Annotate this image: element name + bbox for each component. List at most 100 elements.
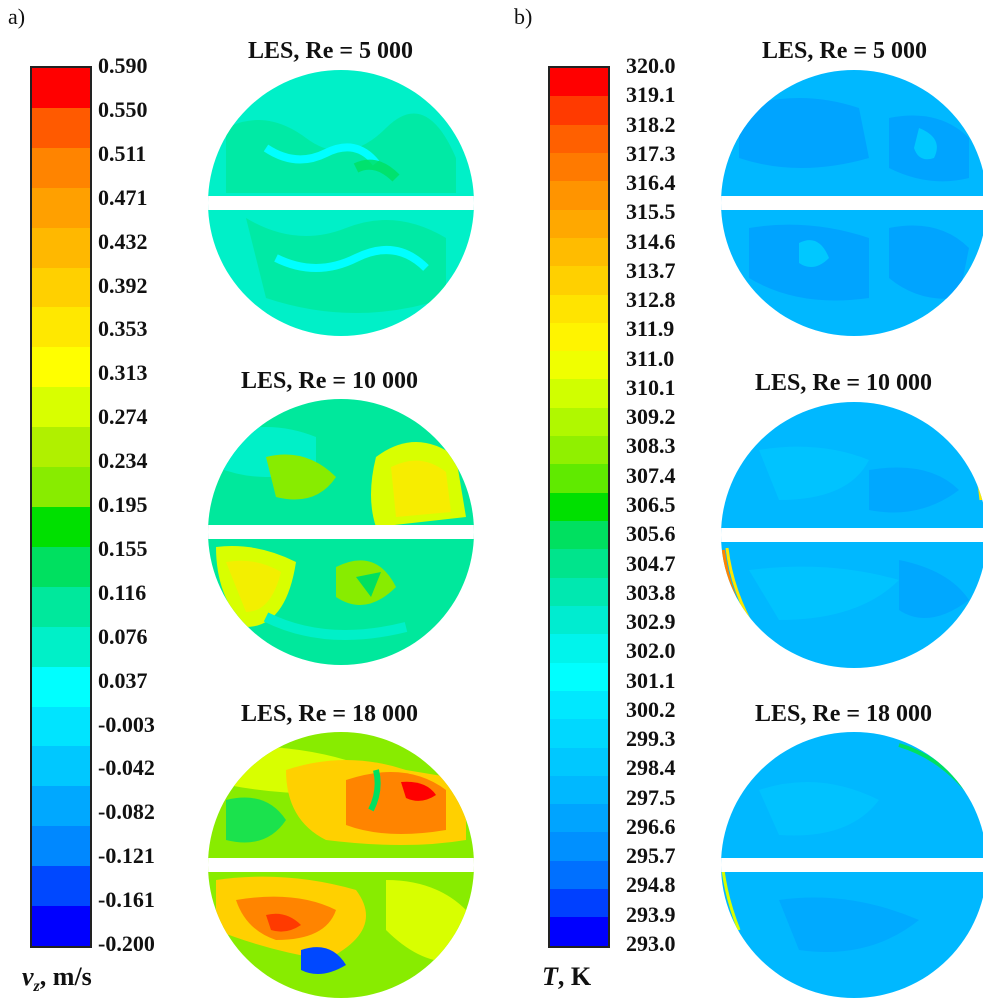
temperature-colorbar-segment <box>550 605 608 635</box>
panel-a-label: a) <box>8 4 26 29</box>
temperature-tick-label: 311.9 <box>626 316 675 342</box>
temperature-tick-label: 309.2 <box>626 404 676 430</box>
temperature-tick-label: 297.5 <box>626 784 676 810</box>
velocity-tick-label: 0.471 <box>98 184 148 210</box>
velocity-colorbar-segment <box>32 586 90 627</box>
panel-a-case-2-contour <box>208 399 474 665</box>
temperature-tick-label: 306.5 <box>626 492 676 517</box>
velocity-tick-label: 0.116 <box>98 579 147 605</box>
velocity-tick-label: 0.353 <box>98 316 148 342</box>
temperature-tick-label: 301.1 <box>626 667 676 693</box>
temperature-colorbar-segment <box>550 521 608 550</box>
velocity-colorbar-segment <box>32 68 90 108</box>
temperature-tick-label: 300.2 <box>626 696 676 722</box>
temperature-tick-label: 302.9 <box>626 609 676 635</box>
velocity-colorbar-segment <box>32 506 90 547</box>
temperature-tick-label: 298.4 <box>626 755 676 781</box>
velocity-colorbar-segment <box>32 187 90 228</box>
temperature-colorbar-label: T, K <box>542 962 591 992</box>
temperature-colorbar-segment <box>550 860 608 890</box>
temperature-tick-label: 303.8 <box>626 579 676 605</box>
temperature-colorbar-segment <box>550 68 608 97</box>
temperature-colorbar-segment <box>550 209 608 238</box>
temperature-unit: , K <box>557 962 592 991</box>
velocity-tick-label: 0.313 <box>98 360 148 386</box>
temperature-colorbar-segment <box>550 917 608 946</box>
velocity-colorbar-segment <box>32 427 90 468</box>
velocity-tick-label: 0.037 <box>98 667 148 693</box>
velocity-colorbar-segment <box>32 147 90 188</box>
panel-a-case-2-title: LES, Re = 10 000 <box>241 368 419 394</box>
temperature-tick-label: 307.4 <box>626 462 676 488</box>
velocity-tick-label: 0.195 <box>98 492 148 517</box>
temperature-colorbar-segment <box>550 690 608 720</box>
velocity-colorbar-segment <box>32 626 90 667</box>
panel-a-case-1-title: LES, Re = 5 000 <box>248 38 414 64</box>
temperature-colorbar-segment <box>550 351 608 380</box>
temperature-colorbar-segment <box>550 124 608 153</box>
temperature-colorbar-segment <box>550 407 608 437</box>
temperature-colorbar-segment <box>550 436 608 465</box>
temperature-tick-label: 305.6 <box>626 521 676 547</box>
temperature-colorbar-segment <box>550 379 608 408</box>
temperature-tick-label: 315.5 <box>626 199 676 225</box>
temperature-colorbar-segment <box>550 634 608 663</box>
velocity-tick-label: 0.274 <box>98 404 148 430</box>
velocity-colorbar-segment <box>32 387 90 428</box>
panel-b-case-1-title: LES, Re = 5 000 <box>762 38 928 64</box>
temperature-tick-label: 295.7 <box>626 843 676 869</box>
temperature-tick-label: 304.7 <box>626 550 676 576</box>
temperature-tick-label: 296.6 <box>626 813 676 839</box>
temperature-tick-label: 312.8 <box>626 287 676 313</box>
velocity-tick-label: 0.590 <box>98 53 148 78</box>
panel-b-case-3-contour <box>721 732 983 998</box>
temperature-tick-label: 317.3 <box>626 140 676 166</box>
temperature-symbol: T <box>542 962 558 991</box>
temperature-colorbar-segment <box>550 549 608 578</box>
temperature-tick-label: 319.1 <box>626 82 676 108</box>
temperature-colorbar-segment <box>550 832 608 861</box>
velocity-colorbar-segment <box>32 786 90 827</box>
temperature-tick-label: 314.6 <box>626 228 676 254</box>
velocity-subscript: z <box>33 978 40 996</box>
velocity-tick-label: 0.511 <box>98 140 147 166</box>
velocity-colorbar-segment <box>32 307 90 348</box>
temperature-colorbar-segment <box>550 747 608 776</box>
temperature-tick-label: 320.0 <box>626 53 676 78</box>
temperature-colorbar-segment <box>550 266 608 295</box>
temperature-tick-label: 310.1 <box>626 374 676 400</box>
temperature-colorbar-segment <box>550 577 608 606</box>
velocity-tick-label: -0.042 <box>98 755 155 781</box>
velocity-symbol: v <box>22 962 34 991</box>
velocity-colorbar-segment <box>32 467 90 507</box>
velocity-tick-label: -0.003 <box>98 711 155 737</box>
temperature-colorbar-segment <box>550 889 608 918</box>
temperature-colorbar-segment <box>550 775 608 805</box>
panel-a-case-3-title: LES, Re = 18 000 <box>241 701 419 727</box>
velocity-colorbar-segment <box>32 826 90 867</box>
panel-b-case-2-title: LES, Re = 10 000 <box>755 370 933 396</box>
velocity-colorbar-segment <box>32 227 90 268</box>
velocity-colorbar <box>30 66 92 948</box>
temperature-colorbar-segment <box>550 662 608 691</box>
temperature-colorbar-segment <box>550 96 608 125</box>
velocity-colorbar-segment <box>32 666 90 707</box>
velocity-colorbar-segment <box>32 866 90 907</box>
velocity-colorbar-segment <box>32 267 90 308</box>
temperature-tick-label: 308.3 <box>626 433 676 459</box>
temperature-colorbar <box>548 66 610 948</box>
temperature-colorbar-segment <box>550 152 608 182</box>
velocity-tick-label: -0.121 <box>98 843 155 869</box>
velocity-colorbar-segment <box>32 546 90 587</box>
velocity-colorbar-segment <box>32 706 90 747</box>
temperature-colorbar-segment <box>550 294 608 323</box>
panel-a-case-3-contour <box>208 732 474 998</box>
temperature-tick-label: 311.0 <box>626 345 675 371</box>
temperature-tick-label: 313.7 <box>626 257 676 283</box>
temperature-colorbar-segment <box>550 322 608 352</box>
velocity-colorbar-segment <box>32 347 90 388</box>
velocity-colorbar-segment <box>32 746 90 787</box>
temperature-tick-label: 302.0 <box>626 638 676 664</box>
temperature-colorbar-segment <box>550 237 608 267</box>
velocity-tick-label: 0.155 <box>98 535 148 561</box>
